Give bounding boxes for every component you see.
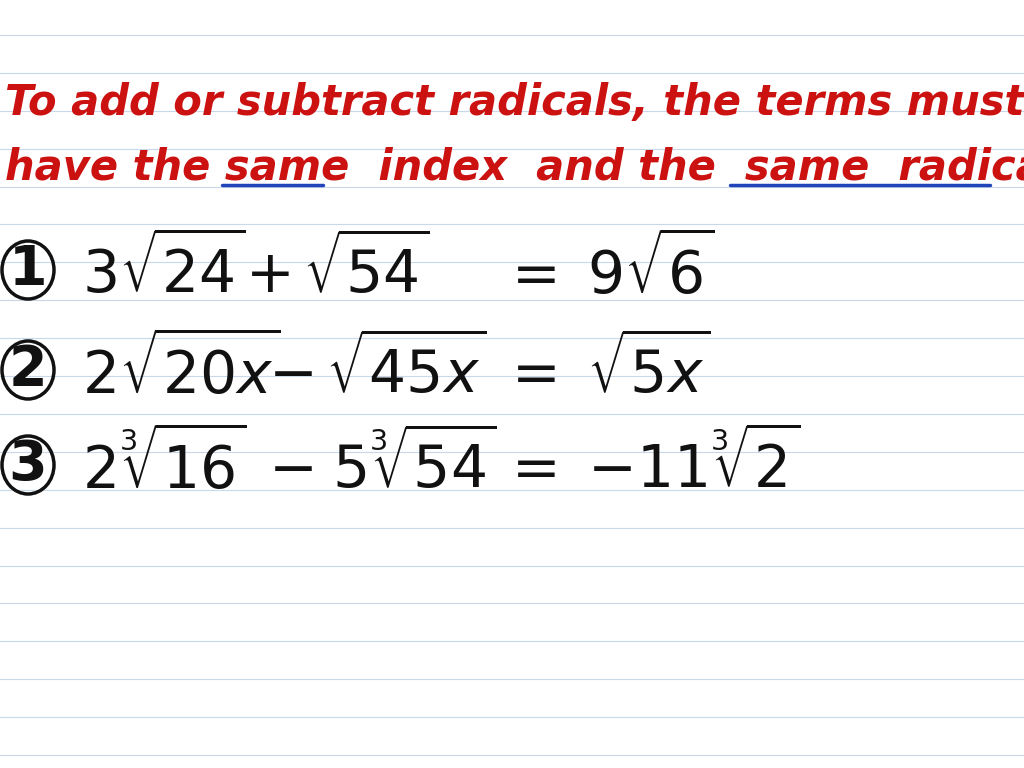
Text: 3: 3 <box>8 438 47 492</box>
Text: $2\sqrt[3]{16}$: $2\sqrt[3]{16}$ <box>82 429 246 501</box>
Text: $=\;\sqrt{5x}$: $=\;\sqrt{5x}$ <box>500 335 711 405</box>
Text: $+\,\sqrt{54}$: $+\,\sqrt{54}$ <box>245 235 429 305</box>
Text: $=\;{-11}\sqrt[3]{2}$: $=\;{-11}\sqrt[3]{2}$ <box>500 430 800 500</box>
Text: To add or subtract radicals, the terms must: To add or subtract radicals, the terms m… <box>5 82 1024 124</box>
Text: $-\,\sqrt{45x}$: $-\,\sqrt{45x}$ <box>268 335 487 405</box>
Text: 2: 2 <box>8 343 47 397</box>
Text: $=\;9\sqrt{6}$: $=\;9\sqrt{6}$ <box>500 234 714 306</box>
Text: $-\;5\sqrt[3]{54}$: $-\;5\sqrt[3]{54}$ <box>268 430 497 500</box>
Text: 1: 1 <box>8 243 47 297</box>
Text: $2\sqrt{20x}$: $2\sqrt{20x}$ <box>82 334 281 406</box>
Text: have the same  index  and the  same  radicand.: have the same index and the same radican… <box>5 147 1024 189</box>
Text: $3\sqrt{24}$: $3\sqrt{24}$ <box>82 235 245 305</box>
